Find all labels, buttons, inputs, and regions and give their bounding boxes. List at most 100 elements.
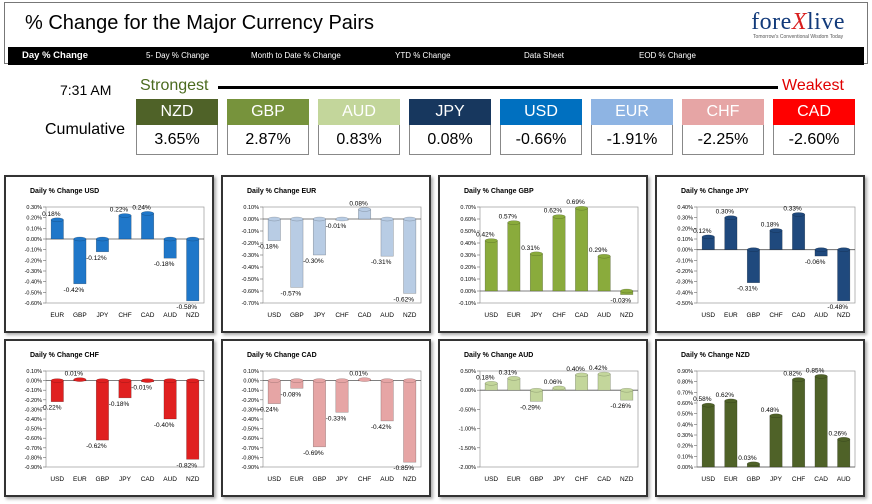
bar (403, 218, 417, 294)
data-label: -0.29% (520, 404, 541, 411)
data-label: -0.42% (371, 424, 392, 431)
bar (746, 249, 760, 283)
bar-cap (290, 216, 304, 222)
y-tick-label: 0.70% (460, 205, 476, 211)
forexlive-logo[interactable]: foreXlive Tomorrow's Conventional Wisdom… (751, 9, 845, 40)
x-tick-label: CHF (358, 476, 371, 483)
nav-5day-change[interactable]: 5- Day % Change (146, 51, 210, 60)
data-label: -0.85% (393, 465, 414, 472)
logo-tagline: Tomorrow's Conventional Wisdom Today (753, 34, 844, 40)
bar (312, 380, 326, 448)
bar (484, 240, 498, 292)
x-tick-label: GBP (530, 476, 544, 483)
chart-gbp: Daily % Change GBP0.70%0.60%0.50%0.40%0.… (459, 188, 639, 319)
y-tick-label: 0.80% (677, 380, 693, 386)
pair-code: EUR (591, 99, 673, 125)
chart-cad: Daily % Change CAD 0.10% 0.00% -0.10% -0.20%… (242, 352, 422, 483)
bar (814, 376, 828, 468)
y-tick-label: -0.40% (25, 417, 43, 423)
bar-cap (552, 385, 566, 391)
y-tick-label: 0.60% (677, 401, 693, 407)
x-tick-label: EUR (724, 312, 738, 319)
bar (837, 249, 851, 302)
bar-cap (814, 374, 828, 379)
data-label: 0.48% (761, 407, 780, 414)
y-tick-label: -0.50% (25, 427, 43, 433)
chart-jpy: Daily % Change JPY0.40%0.30%0.20%0.10%0.… (676, 188, 856, 319)
y-tick-label: -0.10% (242, 388, 260, 394)
data-label: -0.18% (258, 244, 279, 251)
chart-title: Daily % Change JPY (681, 188, 749, 195)
pair-cumulative-value: -2.60% (773, 125, 855, 155)
pair-code: AUD (318, 99, 400, 125)
pair-4: USD -0.66% (500, 99, 582, 155)
bar-cap (484, 238, 498, 243)
x-tick-label: CHF (335, 312, 348, 319)
bar (403, 380, 417, 463)
x-tick-label: CAD (358, 312, 372, 319)
bar (769, 230, 783, 250)
pair-6: CHF -2.25% (682, 99, 764, 155)
bar-cap (380, 216, 394, 222)
bar (118, 380, 132, 399)
x-tick-label: NZD (837, 312, 851, 319)
pair-cumulative-value: -2.25% (682, 125, 764, 155)
data-label: -0.30% (303, 258, 324, 265)
x-tick-label: EUR (724, 476, 738, 483)
data-label: 0.33% (783, 205, 802, 212)
data-label: 0.31% (521, 245, 540, 252)
y-tick-label: -0.60% (25, 436, 43, 442)
pair-cumulative-value: -1.91% (591, 125, 673, 155)
y-tick-label: -0.40% (25, 280, 43, 286)
data-label: 0.06% (544, 379, 563, 386)
bar-cap (597, 371, 611, 377)
y-tick-label: -0.60% (25, 301, 43, 307)
bar-cap (403, 378, 417, 383)
plot-area (696, 206, 856, 304)
bar-cap (620, 388, 634, 393)
bar (701, 404, 715, 468)
bar (95, 380, 109, 441)
nav-data-sheet[interactable]: Data Sheet (524, 51, 565, 60)
logo-text-suffix: live (807, 9, 845, 35)
bar-cap (507, 376, 521, 381)
x-tick-label: CHF (575, 476, 588, 483)
bar-cap (701, 402, 715, 408)
chart-nzd: Daily % Change NZD0.90%0.80%0.70%0.60%0.… (677, 352, 856, 483)
bar (597, 373, 611, 391)
x-tick-label: USD (484, 312, 498, 319)
x-tick-label: AUD (380, 312, 394, 319)
bar-cap (186, 378, 200, 383)
nav-day-change[interactable]: Day % Change (22, 50, 88, 61)
bar-cap (530, 388, 543, 393)
x-tick-label: AUD (380, 476, 394, 483)
y-tick-label: -0.30% (676, 280, 694, 286)
nav-mtd-change[interactable]: Month to Date % Change (251, 51, 341, 60)
bar-cap (575, 372, 588, 378)
y-tick-label: -0.60% (242, 289, 260, 295)
x-tick-label: CHF (769, 312, 782, 319)
y-tick-label: -0.30% (25, 407, 43, 413)
pair-cumulative-value: 2.87% (227, 125, 309, 155)
y-tick-label: -0.90% (242, 465, 260, 471)
nav-eod-change[interactable]: EOD % Change (639, 51, 696, 60)
data-label: 0.22% (110, 207, 129, 214)
y-tick-label: 0.10% (677, 237, 693, 243)
data-label: -0.24% (258, 407, 279, 414)
data-label: -0.62% (86, 443, 107, 450)
chart-title: Daily % Change USD (30, 188, 99, 195)
y-tick-label: -1.00% (459, 427, 477, 433)
bar-cap (792, 377, 805, 382)
pair-cumulative-value: 0.83% (318, 125, 400, 155)
y-tick-label: -0.70% (242, 301, 260, 307)
pair-code: NZD (136, 99, 218, 125)
bar-cap (118, 213, 132, 218)
data-label: 0.18% (42, 211, 61, 218)
x-tick-label: AUD (163, 312, 177, 319)
bar (50, 380, 64, 402)
y-tick-label: -0.20% (25, 258, 43, 264)
logo-text-x: X (791, 9, 807, 35)
y-tick-label: 0.40% (460, 241, 476, 247)
nav-ytd-change[interactable]: YTD % Change (395, 51, 451, 60)
bar-cap (597, 253, 611, 259)
